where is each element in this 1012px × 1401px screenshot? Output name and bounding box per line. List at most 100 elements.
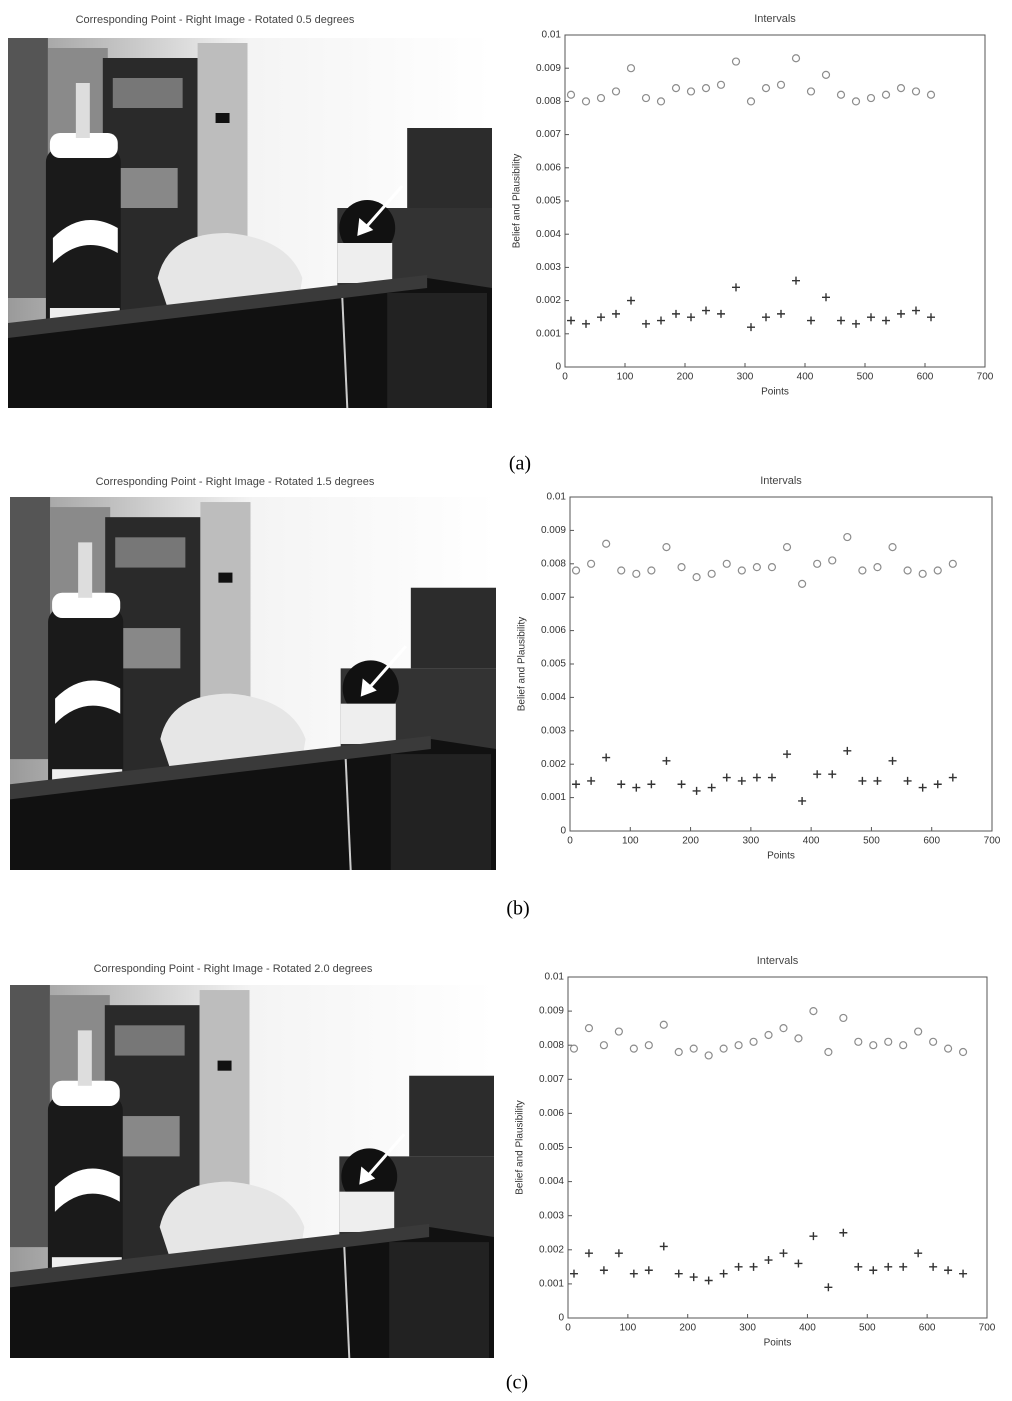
point: [566, 90, 576, 99]
point: [704, 1051, 713, 1060]
point: [584, 1249, 593, 1258]
point: [642, 319, 650, 328]
x-tick-label: 300: [739, 1323, 756, 1334]
point: [761, 84, 771, 93]
point: [686, 87, 696, 96]
point: [794, 1034, 803, 1043]
point: [797, 579, 807, 588]
x-axis-label: Points: [764, 1338, 792, 1349]
y-tick-label: 0.006: [539, 1108, 564, 1119]
x-tick-label: 700: [977, 372, 994, 383]
y-tick-label: 0.01: [545, 972, 565, 983]
point: [677, 780, 686, 789]
point: [884, 1262, 893, 1271]
point: [888, 542, 897, 552]
point: [888, 756, 897, 765]
point: [732, 283, 740, 292]
point: [717, 309, 725, 318]
point: [794, 1259, 803, 1268]
point: [702, 306, 710, 315]
point: [572, 780, 581, 789]
point: [752, 563, 761, 572]
point: [806, 87, 816, 96]
y-tick-label: 0.002: [536, 295, 561, 306]
point: [918, 569, 927, 578]
x-tick-label: 100: [620, 1323, 637, 1334]
point: [707, 783, 716, 792]
point: [866, 93, 876, 103]
point: [647, 566, 656, 575]
point: [828, 556, 837, 565]
point: [903, 776, 912, 785]
point: [599, 1266, 608, 1275]
x-tick-label: 0: [567, 836, 573, 847]
point: [567, 316, 575, 325]
point: [629, 1269, 638, 1278]
point: [647, 780, 656, 789]
chart-title: Intervals: [754, 13, 796, 25]
point: [813, 559, 822, 568]
photo: [10, 497, 496, 870]
point: [617, 566, 626, 575]
x-tick-label: 700: [979, 1323, 996, 1334]
point: [584, 1024, 594, 1033]
y-axis-label: Belief and Plausibility: [517, 617, 528, 712]
point: [822, 293, 830, 302]
point: [824, 1283, 833, 1292]
x-tick-label: 600: [923, 836, 940, 847]
y-tick-label: 0.006: [541, 625, 566, 636]
photo: [8, 38, 492, 408]
point: [867, 313, 875, 322]
y-tick-label: 0.007: [536, 129, 561, 140]
point: [644, 1266, 653, 1275]
point: [689, 1044, 698, 1053]
x-axis-label: Points: [761, 387, 789, 398]
chart-title: Intervals: [757, 955, 799, 967]
point: [926, 90, 936, 99]
x-tick-label: 400: [797, 372, 814, 383]
point: [737, 566, 746, 575]
point: [746, 97, 756, 106]
point: [821, 70, 831, 79]
point: [911, 87, 921, 96]
point: [586, 559, 596, 568]
chart-title: Intervals: [760, 475, 802, 487]
point: [854, 1037, 863, 1046]
point: [958, 1047, 968, 1057]
point: [873, 776, 882, 785]
y-tick-label: 0.005: [539, 1142, 564, 1153]
point: [614, 1027, 623, 1036]
point: [671, 84, 681, 93]
point: [716, 80, 726, 89]
point: [897, 309, 905, 318]
point: [612, 309, 620, 318]
image-title: Corresponding Point - Right Image - Rota…: [94, 963, 373, 975]
y-tick-label: 0.003: [541, 725, 566, 736]
point: [657, 316, 665, 325]
y-tick-label: 0.002: [539, 1244, 564, 1255]
y-axis-label: Belief and Plausibility: [515, 1100, 526, 1195]
caption: (a): [509, 453, 531, 475]
point: [798, 796, 807, 805]
point: [813, 770, 822, 779]
point: [722, 559, 731, 568]
point: [672, 309, 680, 318]
y-tick-label: 0.01: [542, 30, 562, 41]
point: [767, 773, 776, 782]
y-tick-label: 0.009: [539, 1006, 564, 1017]
point: [839, 1228, 848, 1237]
point: [779, 1024, 788, 1033]
x-tick-label: 200: [679, 1323, 696, 1334]
point: [899, 1041, 908, 1050]
point: [912, 306, 920, 315]
point: [596, 93, 606, 103]
point: [884, 1037, 893, 1046]
y-tick-label: 0.008: [539, 1040, 564, 1051]
point: [837, 316, 845, 325]
point: [632, 783, 641, 792]
point: [662, 756, 671, 765]
x-tick-label: 400: [799, 1323, 816, 1334]
y-tick-label: 0.008: [536, 96, 561, 107]
